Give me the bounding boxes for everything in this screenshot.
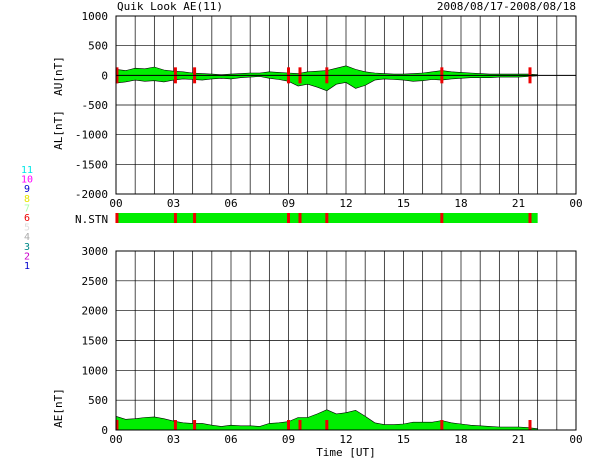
station-change-marker bbox=[440, 213, 444, 223]
y-tick-label: 2500 bbox=[82, 275, 109, 288]
au-al-x-tick-labels: 00 03 06 09 12 15 18 21 00 bbox=[109, 197, 582, 210]
au-al-panel: 1000 500 0 -500 -1000 -1500 -2000 00 03 06 09 12 15… bbox=[52, 10, 583, 210]
ae-axis-label: AE[nT] bbox=[52, 388, 65, 428]
ae-panel: 3000 2500 2000 1500 1000 500 0 00 03 06 09 12 15 18 2… bbox=[52, 245, 583, 459]
ae-grid bbox=[116, 251, 576, 430]
x-tick-label: 00 bbox=[109, 433, 122, 446]
x-tick-label: 00 bbox=[109, 197, 122, 210]
y-tick-label: 500 bbox=[88, 394, 108, 407]
x-tick-label: 06 bbox=[224, 197, 237, 210]
station-change-marker bbox=[193, 420, 197, 430]
au-axis-label: AU[nT] bbox=[52, 56, 65, 96]
y-tick-label: 3000 bbox=[82, 245, 109, 258]
x-tick-label: 00 bbox=[569, 433, 582, 446]
station-change-marker bbox=[115, 420, 119, 430]
x-axis-label: Time [UT] bbox=[316, 446, 376, 459]
station-change-marker bbox=[440, 420, 444, 430]
y-tick-label: 2000 bbox=[82, 305, 109, 318]
y-tick-label: 1000 bbox=[82, 10, 109, 23]
n-stn-panel: N.STN bbox=[75, 213, 538, 226]
legend-entry: 8 bbox=[24, 194, 30, 205]
x-tick-label: 21 bbox=[512, 433, 525, 446]
station-change-marker bbox=[173, 213, 177, 223]
al-axis-label: AL[nT] bbox=[52, 110, 65, 150]
x-tick-label: 18 bbox=[454, 433, 467, 446]
ae-red-markers bbox=[115, 420, 532, 430]
x-tick-label: 12 bbox=[339, 433, 352, 446]
x-tick-label: 09 bbox=[282, 197, 295, 210]
legend-entry: 7 bbox=[24, 203, 30, 214]
legend-entry: 5 bbox=[24, 223, 30, 234]
date-range: 2008/08/17-2008/08/18 bbox=[437, 0, 576, 13]
y-tick-label: 0 bbox=[101, 424, 108, 437]
x-tick-label: 06 bbox=[224, 433, 237, 446]
station-change-marker bbox=[528, 420, 532, 430]
y-tick-label: -500 bbox=[82, 99, 109, 112]
station-change-marker bbox=[287, 420, 290, 430]
x-tick-label: 21 bbox=[512, 197, 525, 210]
x-tick-label: 18 bbox=[454, 197, 467, 210]
legend-entry: 2 bbox=[24, 251, 30, 262]
legend-entry: 9 bbox=[24, 184, 30, 195]
y-tick-label: -2000 bbox=[75, 188, 108, 201]
au-al-y-tick-labels: 1000 500 0 -500 -1000 -1500 -2000 bbox=[75, 10, 108, 201]
station-change-marker bbox=[528, 213, 532, 223]
station-change-marker bbox=[325, 420, 329, 430]
au-al-grid bbox=[116, 16, 576, 194]
station-change-marker bbox=[298, 213, 302, 223]
y-tick-label: 1500 bbox=[82, 335, 109, 348]
x-tick-label: 03 bbox=[167, 197, 180, 210]
n-stn-label: N.STN bbox=[75, 213, 108, 226]
y-tick-label: 500 bbox=[88, 40, 108, 53]
x-tick-label: 09 bbox=[282, 433, 295, 446]
ae-frame bbox=[115, 250, 577, 431]
ae-area-series bbox=[115, 409, 538, 431]
x-tick-label: 15 bbox=[397, 197, 410, 210]
x-tick-label: 15 bbox=[397, 433, 410, 446]
y-tick-label: -1000 bbox=[75, 129, 108, 142]
au-al-frame bbox=[115, 15, 577, 195]
y-tick-label: -1500 bbox=[75, 158, 108, 171]
station-change-marker bbox=[193, 213, 197, 223]
x-tick-label: 03 bbox=[167, 433, 180, 446]
legend-entry: 3 bbox=[24, 242, 30, 253]
chart-title: Quik Look AE(11) bbox=[117, 0, 223, 13]
legend-entry: 6 bbox=[24, 213, 30, 224]
x-tick-label: 00 bbox=[569, 197, 582, 210]
station-change-marker bbox=[298, 420, 302, 430]
legend-entry: 11 bbox=[21, 165, 33, 176]
legend-entry: 1 bbox=[24, 261, 30, 272]
x-tick-label: 12 bbox=[339, 197, 352, 210]
legend-entry: 10 bbox=[21, 175, 33, 186]
y-tick-label: 1000 bbox=[82, 364, 109, 377]
n-stn-red-markers bbox=[115, 213, 532, 223]
y-tick-label: 0 bbox=[101, 69, 108, 82]
ae-x-tick-labels: 00 03 06 09 12 15 18 21 00 bbox=[109, 433, 582, 446]
station-change-marker bbox=[287, 213, 290, 223]
station-change-marker bbox=[325, 213, 329, 223]
legend-entry: 4 bbox=[24, 232, 30, 243]
station-change-marker bbox=[173, 420, 177, 430]
station-change-marker bbox=[115, 213, 119, 223]
au-area-series bbox=[115, 65, 538, 76]
ae-y-tick-labels: 3000 2500 2000 1500 1000 500 0 bbox=[82, 245, 109, 437]
